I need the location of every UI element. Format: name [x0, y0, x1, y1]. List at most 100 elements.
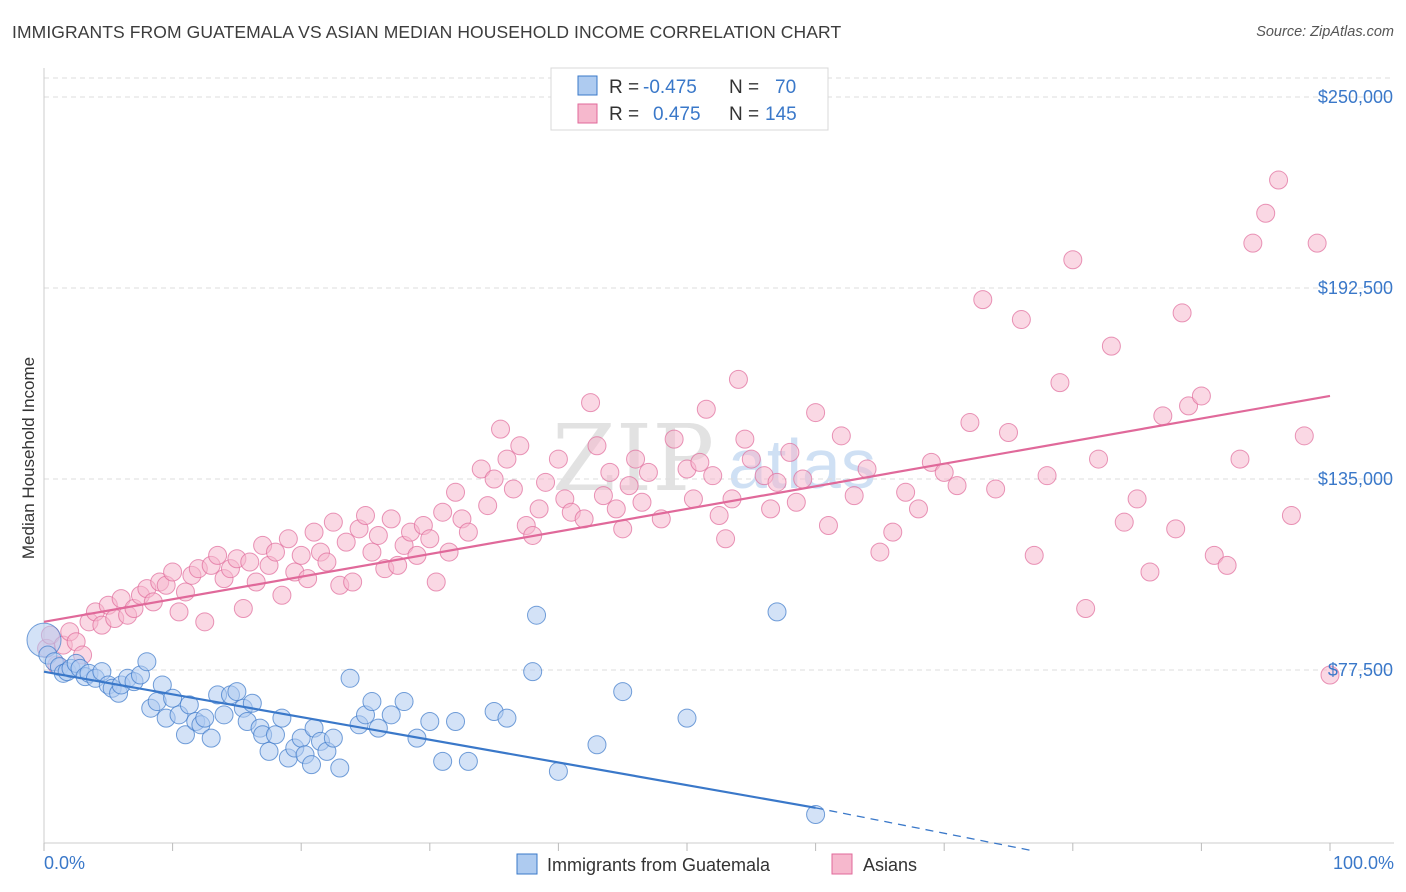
asians-point-82 — [581, 393, 601, 413]
trend-lines — [43, 394, 1331, 852]
guatemala-point-71 — [548, 761, 568, 781]
guatemala-point-68 — [497, 708, 517, 728]
asians-point-110 — [793, 469, 813, 489]
asians-point-122 — [947, 476, 967, 496]
chart-title: IMMIGRANTS FROM GUATEMALA VS ASIAN MEDIA… — [12, 22, 842, 42]
asians-point-106 — [761, 499, 781, 519]
asians-point-32 — [240, 552, 260, 572]
trend-line-guatemala-extension — [815, 807, 1035, 852]
asians-point-95 — [683, 489, 703, 509]
guatemala-point-55 — [340, 668, 360, 688]
asians-point-140 — [1172, 303, 1192, 323]
legend-n-label-pink: N = — [729, 104, 759, 125]
asians-point-47 — [336, 532, 356, 552]
asians-point-148 — [1269, 170, 1289, 190]
legend-r-value-pink: 0.475 — [653, 104, 701, 125]
asians-point-116 — [870, 542, 890, 562]
guatemala-points — [26, 602, 826, 824]
asians-point-102 — [728, 369, 748, 389]
asians-point-135 — [1114, 512, 1134, 532]
asians-point-108 — [780, 442, 800, 462]
asians-point-27 — [208, 545, 228, 565]
asians-point-40 — [291, 545, 311, 565]
trend-line-guatemala — [43, 670, 816, 809]
asians-point-67 — [471, 459, 491, 479]
asians-point-127 — [1011, 310, 1031, 330]
guatemala-point-75 — [767, 602, 787, 622]
guatemala-point-61 — [394, 692, 414, 712]
asians-point-103 — [735, 429, 755, 449]
legend-n-value-pink: 145 — [765, 104, 797, 125]
asians-point-41 — [298, 569, 318, 589]
asians-point-86 — [606, 499, 626, 519]
asians-point-69 — [484, 469, 504, 489]
asians-point-21 — [169, 602, 189, 622]
y-tick-label-2: $192,500 — [1318, 278, 1393, 298]
asians-point-124 — [973, 290, 993, 310]
asians-point-114 — [844, 486, 864, 506]
asians-point-42 — [304, 522, 324, 542]
asians-point-20 — [163, 562, 183, 582]
asians-point-147 — [1256, 203, 1276, 223]
asians-point-137 — [1140, 562, 1160, 582]
asians-point-38 — [278, 529, 298, 549]
asians-point-136 — [1127, 489, 1147, 509]
asians-point-149 — [1281, 506, 1301, 526]
bottom-legend-blue-swatch — [516, 853, 538, 875]
asians-point-144 — [1217, 555, 1237, 575]
asians-point-91 — [638, 462, 658, 482]
asians-point-118 — [896, 482, 916, 502]
asians-point-33 — [246, 572, 266, 592]
asians-point-132 — [1076, 599, 1096, 619]
guatemala-point-60 — [381, 705, 401, 725]
bottom-legend-pink-swatch — [831, 853, 853, 875]
asians-point-25 — [195, 612, 215, 632]
asians-point-83 — [587, 436, 607, 456]
guatemala-point-65 — [446, 711, 466, 731]
asians-point-87 — [613, 519, 633, 539]
asians-point-138 — [1153, 406, 1173, 426]
guatemala-point-59 — [368, 718, 388, 738]
axes — [43, 68, 1394, 851]
guatemala-point-27 — [175, 725, 195, 745]
asians-point-71 — [497, 449, 517, 469]
guatemala-point-43 — [265, 725, 285, 745]
asians-point-128 — [1024, 545, 1044, 565]
asians-point-111 — [806, 403, 826, 423]
guatemala-point-54 — [330, 758, 350, 778]
asians-point-73 — [510, 436, 530, 456]
guatemala-point-49 — [301, 755, 321, 775]
guatemala-point-63 — [420, 711, 440, 731]
asians-point-36 — [265, 542, 285, 562]
grid-lines — [44, 77, 1394, 671]
y-axis-label: Median Household Income — [19, 357, 38, 559]
asians-point-129 — [1037, 466, 1057, 486]
asians-point-100 — [716, 529, 736, 549]
asians-point-70 — [491, 419, 511, 439]
guatemala-point-76 — [806, 804, 826, 824]
legend-box: R = -0.475 N = 70 R = 0.475 N = 145 — [550, 67, 829, 131]
guatemala-point-58 — [362, 692, 382, 712]
asians-point-143 — [1204, 545, 1224, 565]
y-tick-label-0: $77,500 — [1328, 660, 1393, 680]
asians-point-52 — [368, 525, 388, 545]
asians-point-146 — [1243, 233, 1263, 253]
legend-r-label-blue: R = — [609, 77, 639, 98]
asians-point-72 — [503, 479, 523, 499]
guatemala-point-25 — [163, 688, 183, 708]
asians-point-68 — [478, 496, 498, 516]
legend-n-value-blue: 70 — [775, 77, 796, 98]
asians-point-88 — [619, 476, 639, 496]
source-label: Source: ZipAtlas.com — [1256, 24, 1394, 40]
guatemala-point-69 — [523, 662, 543, 682]
asians-point-134 — [1101, 336, 1121, 356]
asians-point-141 — [1179, 396, 1199, 416]
asians-point-142 — [1191, 386, 1211, 406]
y-tick-label-3: $250,000 — [1318, 87, 1393, 107]
asians-point-107 — [767, 472, 787, 492]
trend-line-asians — [43, 394, 1331, 623]
asians-point-99 — [709, 506, 729, 526]
legend-n-label-blue: N = — [729, 77, 759, 98]
asians-point-31 — [233, 599, 253, 619]
guatemala-point-64 — [433, 751, 453, 771]
